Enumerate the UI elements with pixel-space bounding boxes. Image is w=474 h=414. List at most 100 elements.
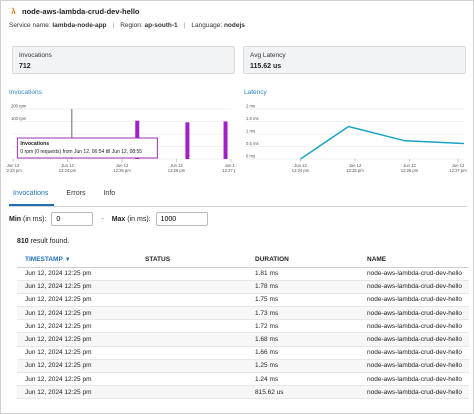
card-label: Invocations <box>19 52 52 59</box>
cell-timestamp: Jun 12, 2024 12:25 pm <box>17 267 137 281</box>
cell-status <box>137 293 247 308</box>
cell-name: node-aws-lambda-crud-dev-hello <box>359 372 469 387</box>
invocations-table: TIMESTAMP ▼ STATUS DURATION NAME Jun 12, … <box>17 253 469 400</box>
cell-status <box>137 280 247 294</box>
col-status[interactable]: STATUS <box>137 253 247 268</box>
cell-timestamp: Jun 12, 2024 12:25 pm <box>17 332 137 347</box>
x-tick-label: Jun 12 12:25 pm <box>113 163 131 173</box>
latency-line <box>300 125 465 160</box>
tab-bar: Invocations Errors Info <box>9 185 467 207</box>
region-info: Region: ap-south-1 <box>120 22 178 29</box>
cell-duration: 1.75 ms <box>247 293 359 308</box>
function-meta: Service name: lambda-node-app | Region: … <box>9 22 469 29</box>
table-row[interactable]: Jun 12, 2024 12:25 pm 815.62 us node-aws-l… <box>17 385 469 400</box>
table-row[interactable]: Jun 12, 2024 12:25 pm 1.25 ms node-aws-lam… <box>17 359 469 374</box>
y-tick-label: 0 ms <box>246 154 255 159</box>
cell-name: node-aws-lambda-crud-dev-hello <box>359 359 469 374</box>
cell-timestamp: Jun 12, 2024 12:25 pm <box>17 319 137 334</box>
table-row[interactable]: Jun 12, 2024 12:25 pm 1.73 ms node-aws-lam… <box>17 306 469 321</box>
service-info: Service name: lambda-node-app <box>9 22 107 29</box>
max-label: Max <box>111 215 126 223</box>
col-name[interactable]: NAME <box>359 253 469 268</box>
col-duration[interactable]: DURATION <box>247 253 359 268</box>
cell-duration: 1.81 ms <box>247 267 359 281</box>
cell-status <box>137 372 247 387</box>
cell-timestamp: Jun 12, 2024 12:25 pm <box>17 306 137 321</box>
cell-timestamp: Jun 12, 2024 12:25 pm <box>17 372 137 387</box>
tab-invocations[interactable]: Invocations <box>9 185 55 206</box>
cell-status <box>137 306 247 321</box>
cell-duration: 1.72 ms <box>247 319 359 334</box>
y-tick-label: 1.5 ms <box>246 116 259 121</box>
avg-latency-card: Avg Latency 115.62 us <box>243 46 466 74</box>
language-info: Language: nodejs <box>191 22 245 29</box>
invocations-chart-title: Invocations <box>9 89 42 96</box>
y-tick-label: 200 rpm <box>11 104 27 109</box>
table-row[interactable]: Jun 12, 2024 12:25 pm 1.78 ms node-aws-lam… <box>17 280 469 294</box>
cell-status <box>137 346 247 360</box>
sort-desc-icon[interactable]: ▼ <box>64 257 71 264</box>
table-row[interactable]: Jun 12, 2024 12:25 pm 1.24 ms node-aws-lam… <box>17 372 469 387</box>
cell-name: node-aws-lambda-crud-dev-hello <box>359 332 469 347</box>
min-duration-input[interactable] <box>51 212 94 226</box>
card-value: 712 <box>19 63 31 70</box>
cell-name: node-aws-lambda-crud-dev-hello <box>359 280 469 294</box>
cell-status <box>137 332 247 347</box>
function-header: λ node-aws-lambda-crud-dev-hello Service… <box>9 7 469 29</box>
table-row[interactable]: Jun 12, 2024 12:25 pm 1.81 ms node-aws-lam… <box>17 267 469 281</box>
y-tick-label: 1 ms <box>246 129 255 134</box>
separator: | <box>183 22 186 29</box>
x-tick-label: Jun 12 12:26 pm <box>401 163 419 173</box>
table-row[interactable]: Jun 12, 2024 12:25 pm 1.66 ms node-aws-lam… <box>17 346 469 360</box>
y-tick-label: 2 ms <box>246 104 255 109</box>
cell-name: node-aws-lambda-crud-dev-hello <box>359 267 469 281</box>
y-tick-label: 0.5 ms <box>246 141 259 146</box>
lambda-icon: λ <box>11 7 16 16</box>
result-count-value: 810 <box>17 238 29 245</box>
cell-status <box>137 385 247 400</box>
col-timestamp[interactable]: TIMESTAMP ▼ <box>17 253 137 268</box>
cell-name: node-aws-lambda-crud-dev-hello <box>359 346 469 360</box>
table-header-row: TIMESTAMP ▼ STATUS DURATION NAME <box>17 253 469 268</box>
invocation-bar <box>185 122 190 159</box>
card-label: Avg Latency <box>250 52 286 59</box>
result-count: 810 result found. <box>17 238 69 245</box>
cell-name: node-aws-lambda-crud-dev-hello <box>359 319 469 334</box>
range-dash: - <box>101 215 104 223</box>
cell-duration: 1.66 ms <box>247 346 359 360</box>
table-row[interactable]: Jun 12, 2024 12:25 pm 1.72 ms node-aws-lam… <box>17 319 469 334</box>
max-duration-input[interactable] <box>155 212 208 226</box>
max-unit: (in ms): <box>127 215 151 223</box>
cell-duration: 1.73 ms <box>247 306 359 321</box>
cell-timestamp: Jun 12, 2024 12:25 pm <box>17 293 137 308</box>
cell-duration: 815.62 us <box>247 385 359 400</box>
cell-duration: 1.68 ms <box>247 332 359 347</box>
cell-duration: 1.24 ms <box>247 372 359 387</box>
tooltip-text: 0 rpm (0 requests) from Jun 12, 06:54 ti… <box>20 149 142 155</box>
x-tick-label: Jun 12 12:24 pm <box>292 163 310 173</box>
table-row[interactable]: Jun 12, 2024 12:25 pm 1.75 ms node-aws-lam… <box>17 293 469 308</box>
chart-tooltip <box>16 137 158 159</box>
cell-status <box>137 359 247 374</box>
table-row[interactable]: Jun 12, 2024 12:25 pm 1.68 ms node-aws-lam… <box>17 332 469 347</box>
latency-chart[interactable]: 2 ms 1.5 ms 1 ms 0.5 ms 0 ms Jun 12 12:24 pm Ju… <box>242 101 468 179</box>
tab-info[interactable]: Info <box>103 190 116 197</box>
min-unit: (in ms): <box>23 215 47 223</box>
x-tick-label: Jun 12 12:24 pm <box>59 163 77 173</box>
cell-name: node-aws-lambda-crud-dev-hello <box>359 385 469 400</box>
tab-errors[interactable]: Errors <box>66 190 86 197</box>
x-tick-label: Jun 12 12:25 pm <box>346 163 364 173</box>
y-tick-label: 100 rpm <box>11 116 27 121</box>
cell-timestamp: Jun 12, 2024 12:25 pm <box>17 359 137 374</box>
separator: | <box>112 22 115 29</box>
duration-filter: Min (in ms): - Max (in ms): <box>9 212 208 226</box>
min-label: Min <box>9 215 22 223</box>
cell-duration: 1.78 ms <box>247 280 359 294</box>
cell-timestamp: Jun 12, 2024 12:25 pm <box>17 346 137 360</box>
cell-name: node-aws-lambda-crud-dev-hello <box>359 293 469 308</box>
result-count-text: result found. <box>30 238 70 245</box>
